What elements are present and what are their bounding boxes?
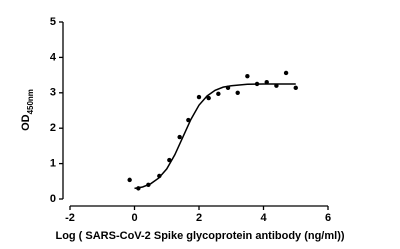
data-point bbox=[127, 177, 132, 183]
data-point bbox=[196, 94, 202, 100]
y-label-main: OD bbox=[20, 114, 32, 131]
data-point bbox=[216, 91, 221, 97]
data-point bbox=[245, 73, 250, 79]
data-point bbox=[136, 186, 141, 191]
data-point bbox=[274, 83, 279, 88]
data-point bbox=[225, 85, 231, 91]
x-tick-label: 4 bbox=[260, 212, 267, 224]
data-point bbox=[254, 81, 260, 87]
y-label-subscript: 450nm bbox=[26, 89, 35, 114]
data-point bbox=[177, 134, 182, 140]
data-point bbox=[157, 173, 162, 179]
y-tick-label: 1 bbox=[50, 158, 56, 170]
y-tick-label: 4 bbox=[50, 51, 57, 63]
x-tick-label: 6 bbox=[325, 212, 331, 224]
x-tick-label: 2 bbox=[196, 212, 202, 224]
data-point bbox=[235, 90, 240, 96]
x-tick-label: -2 bbox=[65, 212, 75, 224]
y-tick-label: 0 bbox=[50, 193, 56, 205]
y-tick-label: 5 bbox=[50, 16, 56, 28]
data-point bbox=[293, 85, 298, 91]
x-tick-label: 0 bbox=[131, 212, 137, 224]
data-point bbox=[146, 182, 151, 188]
y-tick-label: 3 bbox=[50, 87, 56, 99]
y-axis-label: OD450nm bbox=[20, 89, 35, 131]
data-point bbox=[264, 79, 269, 85]
data-point bbox=[283, 70, 289, 76]
fit-curve bbox=[134, 83, 296, 190]
data-point bbox=[206, 95, 211, 101]
data-point bbox=[186, 117, 191, 123]
y-tick-label: 2 bbox=[50, 122, 56, 134]
data-point bbox=[167, 157, 172, 163]
x-axis-label: Log ( SARS-CoV-2 Spike glycoprotein anti… bbox=[55, 230, 344, 242]
